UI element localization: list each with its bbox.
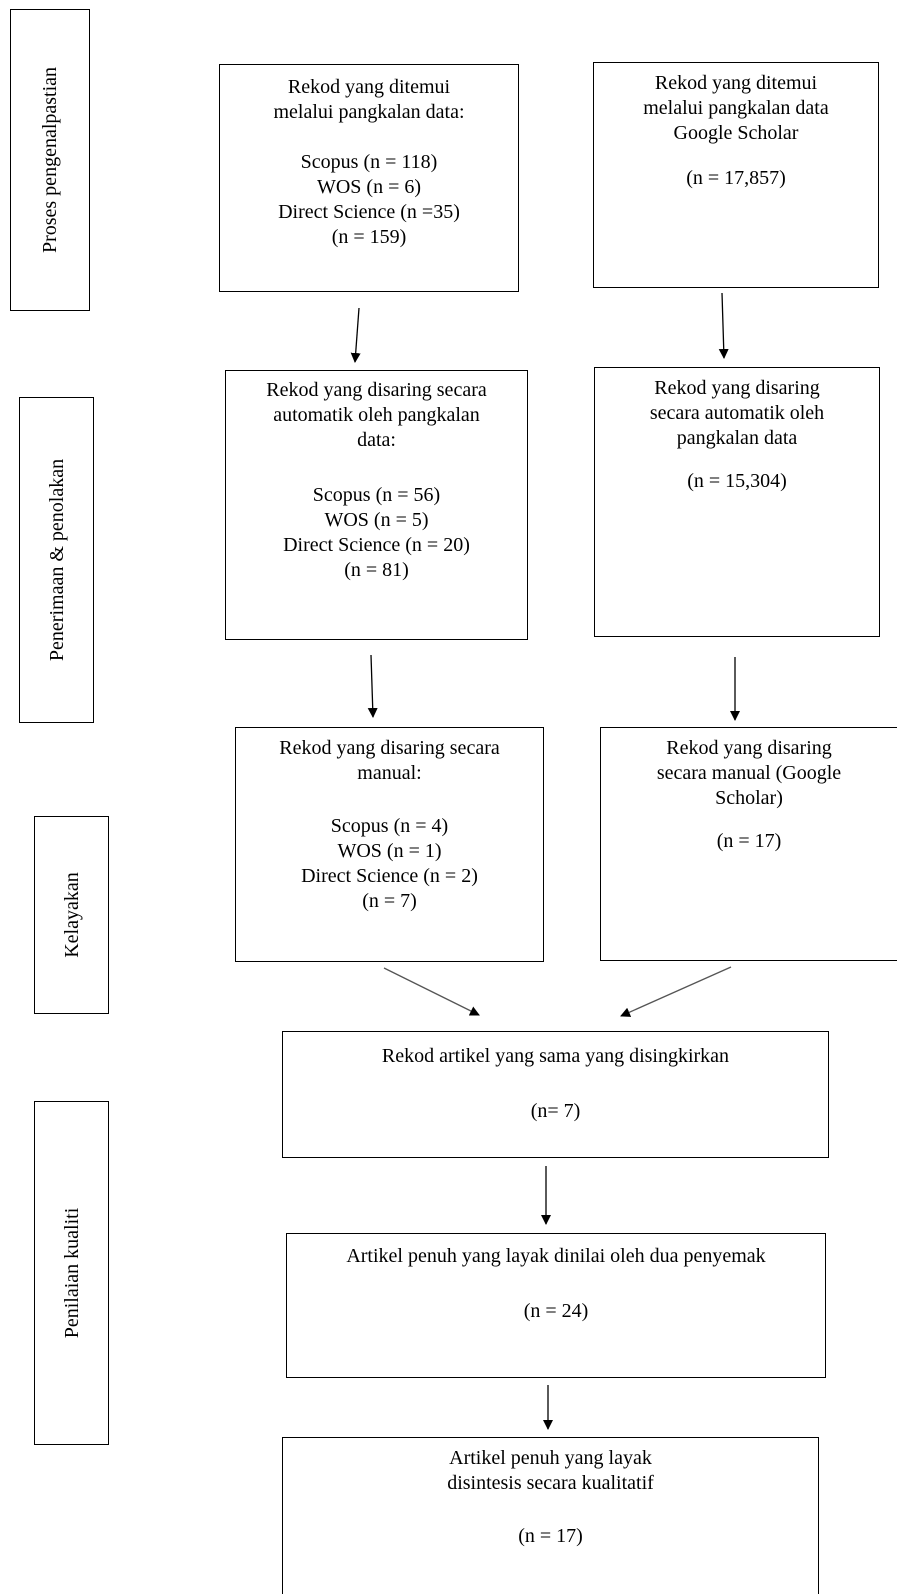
box-database-identified: Rekod yang ditemui melalui pangkalan dat… <box>219 64 519 292</box>
box-count-line: (n = 81) <box>344 559 409 581</box>
box-count-line: Scopus (n = 118) <box>300 151 438 173</box>
box-count-line: Scopus (n = 56) <box>312 484 441 506</box>
box-google-scholar-auto-screened: Rekod yang disaring secara automatik ole… <box>594 367 880 637</box>
box-google-scholar-manual-screened: Rekod yang disaring secara manual (Googl… <box>600 727 897 961</box>
box-heading-line: Rekod yang disaring <box>654 377 820 399</box>
box-heading-line: melalui pangkalan data <box>643 97 829 119</box>
box-count-line: (n = 7) <box>362 890 417 912</box>
box-database-manual-screened: Rekod yang disaring secara manual: Scopu… <box>235 727 544 962</box>
box-count-line: (n = 159) <box>331 226 407 248</box>
stage-identification: Proses pengenalpastian <box>10 9 90 311</box>
box-heading-line: pangkalan data <box>676 427 798 449</box>
box-heading-line: Rekod yang disaring <box>666 737 832 759</box>
box-google-scholar-identified: Rekod yang ditemui melalui pangkalan dat… <box>593 62 879 288</box>
box-heading-line: manual: <box>357 762 422 784</box>
box-heading-line: data: <box>357 429 396 451</box>
arrow-gs-identified-to-auto <box>718 292 729 359</box>
box-count-line: (n = 15,304) <box>687 470 787 492</box>
box-count-line: WOS (n = 6) <box>316 176 422 198</box>
arrow-db-manual-to-duplicates <box>383 967 480 1016</box>
stage-eligibility: Kelayakan <box>34 816 109 1014</box>
arrow-db-auto-to-manual <box>367 654 378 718</box>
arrow-gs-manual-to-duplicates <box>620 966 732 1017</box>
box-heading-line: disintesis secara kualitatif <box>447 1472 654 1494</box>
box-count-line: (n = 24) <box>523 1300 589 1322</box>
box-count-line: Direct Science (n = 20) <box>283 534 470 556</box>
stage-quality: Penilaian kualiti <box>34 1101 109 1445</box>
box-heading-line: secara manual (Google <box>656 762 842 784</box>
box-included-synthesis: Artikel penuh yang layak disintesis seca… <box>282 1437 819 1594</box>
box-heading-line: Rekod yang disaring secara <box>266 379 487 401</box>
box-count-line: WOS (n = 1) <box>337 840 442 862</box>
stage-screening: Penerimaan & penolakan <box>19 397 94 723</box>
box-heading-line: Google Scholar <box>673 122 799 144</box>
box-count-line: Direct Science (n = 2) <box>301 865 478 887</box>
box-count-line: (n = 17) <box>518 1525 583 1547</box>
box-heading-line: Artikel penuh yang layak <box>449 1447 652 1469</box>
box-heading-line: automatik oleh pangkalan <box>273 404 480 426</box>
box-duplicates-removed: Rekod artikel yang sama yang disingkirka… <box>282 1031 829 1158</box>
box-heading-line: Rekod yang disaring secara <box>279 737 500 759</box>
box-count-line: Direct Science (n =35) <box>278 201 460 223</box>
box-heading-line: Artikel penuh yang layak dinilai oleh du… <box>346 1245 766 1267</box>
box-heading-line: Scholar) <box>715 787 783 809</box>
box-heading-line: secara automatik oleh <box>649 402 825 424</box>
box-heading-line: Rekod yang ditemui <box>654 72 818 94</box>
box-count-line: Scopus (n = 4) <box>330 815 449 837</box>
box-heading-line: Rekod artikel yang sama yang disingkirka… <box>381 1045 730 1067</box>
box-fulltext-assessed: Artikel penuh yang layak dinilai oleh du… <box>286 1233 826 1378</box>
box-heading-line: Rekod yang ditemui <box>287 76 451 98</box>
box-count-line: (n = 17,857) <box>686 167 786 189</box>
box-database-auto-screened: Rekod yang disaring secara automatik ole… <box>225 370 528 640</box>
arrow-db-identified-to-auto <box>350 307 361 363</box>
box-heading-line: melalui pangkalan data: <box>273 101 465 123</box>
box-count-line: WOS (n = 5) <box>324 509 429 531</box>
box-count-line: (n= 7) <box>530 1100 581 1122</box>
box-count-line: (n = 17) <box>716 830 782 852</box>
